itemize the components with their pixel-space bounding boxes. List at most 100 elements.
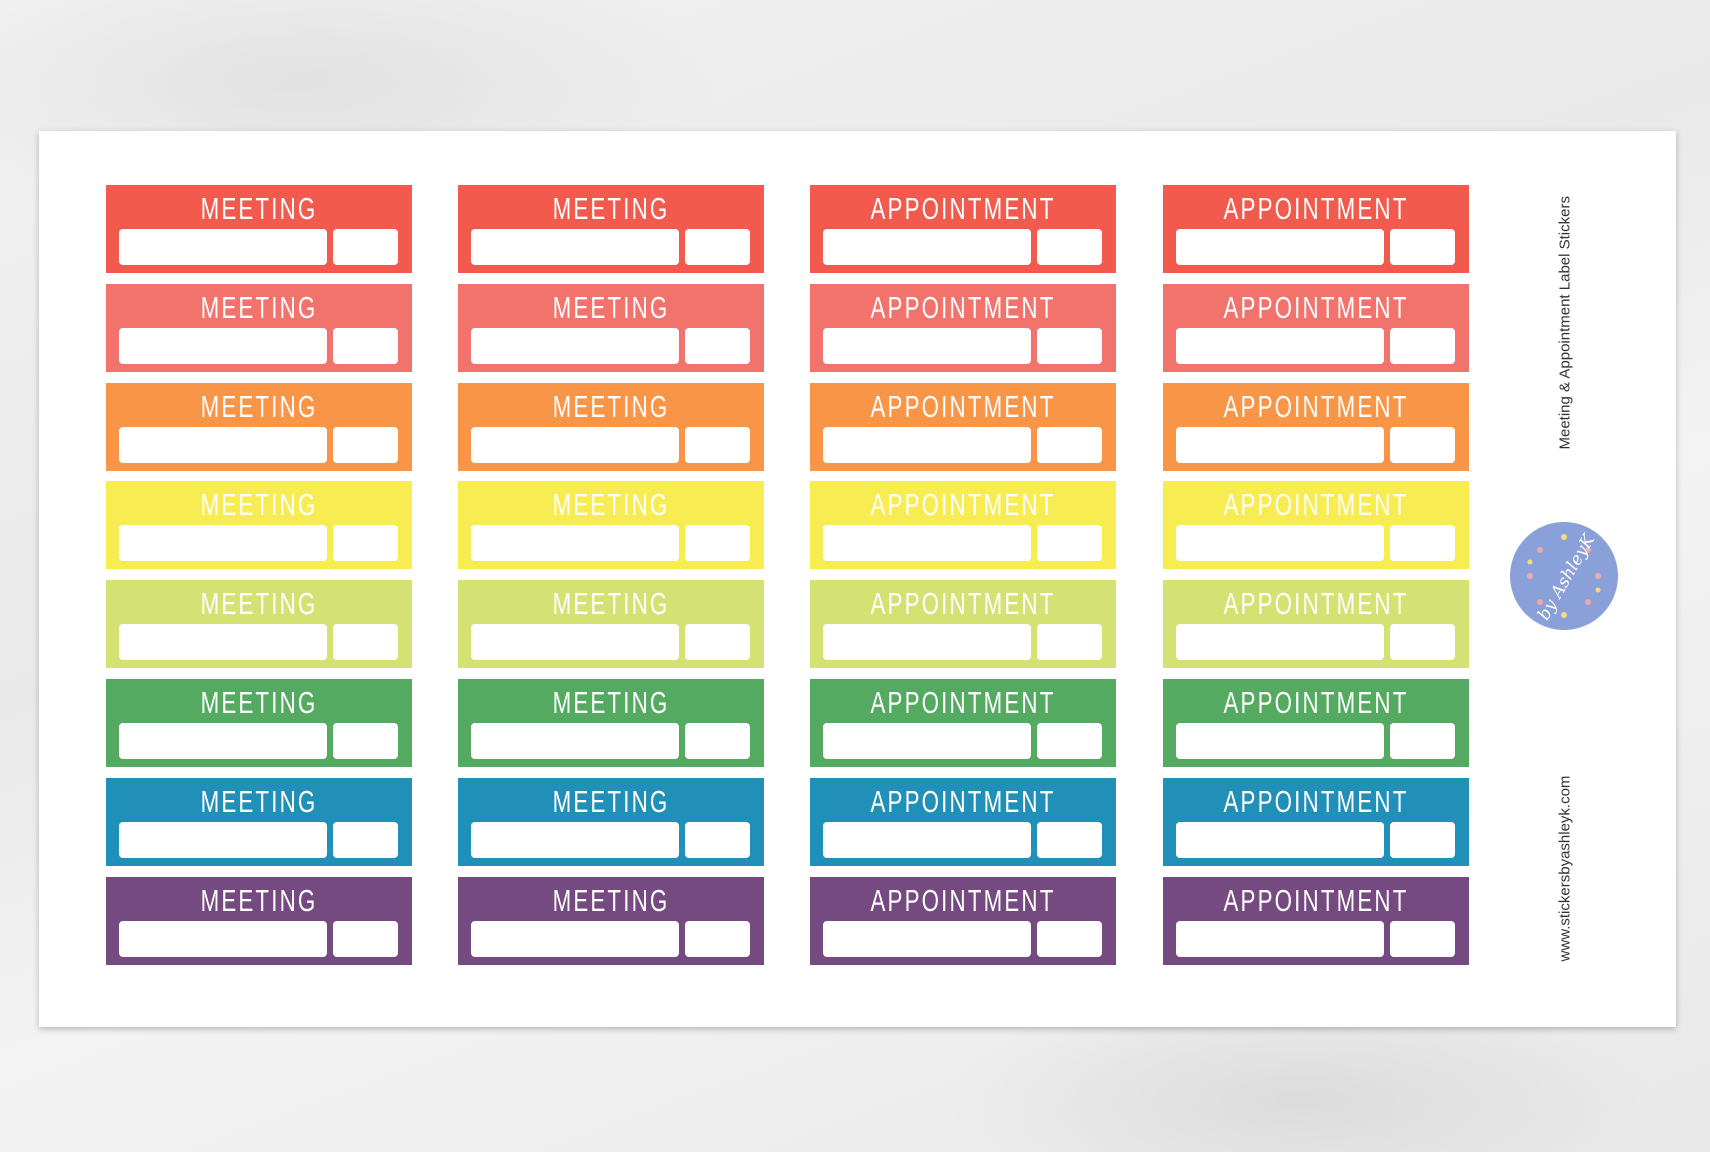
time-box bbox=[685, 921, 750, 957]
sticker-title: MEETING bbox=[552, 685, 670, 720]
appointment-label-sticker: APPOINTMENT bbox=[810, 383, 1116, 471]
time-box bbox=[685, 624, 750, 660]
sticker-title: APPOINTMENT bbox=[1223, 191, 1409, 226]
time-box bbox=[685, 525, 750, 561]
write-in-box bbox=[119, 921, 327, 957]
appointment-label-sticker: APPOINTMENT bbox=[810, 679, 1116, 767]
sticker-title: APPOINTMENT bbox=[1223, 685, 1409, 720]
svg-text:by AshleyK: by AshleyK bbox=[1534, 530, 1600, 624]
time-box bbox=[1037, 624, 1102, 660]
appointment-label-sticker: APPOINTMENT bbox=[810, 481, 1116, 569]
meeting-label-sticker: MEETING bbox=[458, 580, 764, 668]
appointment-label-sticker: APPOINTMENT bbox=[810, 185, 1116, 273]
appointment-label-sticker: APPOINTMENT bbox=[810, 778, 1116, 866]
time-box bbox=[1390, 723, 1455, 759]
appointment-label-sticker: APPOINTMENT bbox=[810, 284, 1116, 372]
appointment-label-sticker: APPOINTMENT bbox=[1163, 679, 1469, 767]
time-box bbox=[1390, 427, 1455, 463]
write-in-box bbox=[119, 328, 327, 364]
time-box bbox=[1037, 921, 1102, 957]
time-box bbox=[1390, 624, 1455, 660]
write-in-box bbox=[119, 822, 327, 858]
sticker-title: MEETING bbox=[200, 389, 318, 424]
write-in-box bbox=[119, 624, 327, 660]
sticker-title: MEETING bbox=[200, 290, 318, 325]
time-box bbox=[333, 328, 398, 364]
write-in-box bbox=[1176, 624, 1384, 660]
time-box bbox=[333, 229, 398, 265]
meeting-label-sticker: MEETING bbox=[458, 383, 764, 471]
write-in-box bbox=[471, 525, 679, 561]
appointment-label-sticker: APPOINTMENT bbox=[1163, 185, 1469, 273]
time-box bbox=[1390, 229, 1455, 265]
time-box bbox=[1037, 229, 1102, 265]
time-box bbox=[1390, 328, 1455, 364]
sticker-title: MEETING bbox=[200, 586, 318, 621]
meeting-label-sticker: MEETING bbox=[106, 877, 412, 965]
write-in-box bbox=[1176, 328, 1384, 364]
meeting-label-sticker: MEETING bbox=[106, 284, 412, 372]
sticker-title: MEETING bbox=[200, 191, 318, 226]
write-in-box bbox=[471, 624, 679, 660]
appointment-label-sticker: APPOINTMENT bbox=[810, 580, 1116, 668]
sticker-title: APPOINTMENT bbox=[870, 685, 1056, 720]
sticker-title: APPOINTMENT bbox=[870, 784, 1056, 819]
write-in-box bbox=[471, 328, 679, 364]
time-box bbox=[685, 328, 750, 364]
time-box bbox=[333, 822, 398, 858]
write-in-box bbox=[119, 229, 327, 265]
time-box bbox=[1390, 822, 1455, 858]
write-in-box bbox=[471, 921, 679, 957]
sticker-title: MEETING bbox=[552, 883, 670, 918]
time-box bbox=[685, 427, 750, 463]
sticker-title: MEETING bbox=[200, 487, 318, 522]
brand-logo: by AshleyK bbox=[1510, 522, 1618, 630]
write-in-box bbox=[119, 723, 327, 759]
time-box bbox=[1037, 822, 1102, 858]
sticker-title: APPOINTMENT bbox=[870, 586, 1056, 621]
time-box bbox=[1037, 525, 1102, 561]
sticker-title: MEETING bbox=[552, 290, 670, 325]
write-in-box bbox=[1176, 229, 1384, 265]
meeting-label-sticker: MEETING bbox=[458, 877, 764, 965]
sticker-title: MEETING bbox=[552, 191, 670, 226]
time-box bbox=[1037, 723, 1102, 759]
meeting-label-sticker: MEETING bbox=[106, 481, 412, 569]
sticker-title: APPOINTMENT bbox=[1223, 290, 1409, 325]
sticker-title: APPOINTMENT bbox=[870, 191, 1056, 226]
sticker-title: APPOINTMENT bbox=[1223, 586, 1409, 621]
time-box bbox=[333, 921, 398, 957]
meeting-label-sticker: MEETING bbox=[106, 778, 412, 866]
time-box bbox=[1037, 427, 1102, 463]
time-box bbox=[685, 723, 750, 759]
write-in-box bbox=[471, 723, 679, 759]
sticker-title: MEETING bbox=[552, 586, 670, 621]
sticker-title: MEETING bbox=[552, 784, 670, 819]
write-in-box bbox=[823, 822, 1031, 858]
sticker-title: MEETING bbox=[200, 784, 318, 819]
meeting-label-sticker: MEETING bbox=[106, 185, 412, 273]
sticker-title: APPOINTMENT bbox=[870, 290, 1056, 325]
sticker-title: MEETING bbox=[552, 487, 670, 522]
appointment-label-sticker: APPOINTMENT bbox=[1163, 580, 1469, 668]
appointment-label-sticker: APPOINTMENT bbox=[1163, 778, 1469, 866]
sticker-title: APPOINTMENT bbox=[1223, 487, 1409, 522]
sticker-title: APPOINTMENT bbox=[870, 389, 1056, 424]
appointment-label-sticker: APPOINTMENT bbox=[1163, 284, 1469, 372]
write-in-box bbox=[823, 328, 1031, 364]
write-in-box bbox=[1176, 427, 1384, 463]
time-box bbox=[333, 624, 398, 660]
time-box bbox=[685, 822, 750, 858]
meeting-label-sticker: MEETING bbox=[458, 284, 764, 372]
sticker-title: MEETING bbox=[200, 685, 318, 720]
write-in-box bbox=[471, 822, 679, 858]
time-box bbox=[333, 525, 398, 561]
time-box bbox=[1390, 921, 1455, 957]
appointment-label-sticker: APPOINTMENT bbox=[1163, 383, 1469, 471]
time-box bbox=[333, 723, 398, 759]
sticker-title: MEETING bbox=[200, 883, 318, 918]
sheet-title: Meeting & Appointment Label Stickers bbox=[1556, 196, 1574, 450]
appointment-label-sticker: APPOINTMENT bbox=[1163, 877, 1469, 965]
meeting-label-sticker: MEETING bbox=[106, 383, 412, 471]
meeting-label-sticker: MEETING bbox=[458, 778, 764, 866]
